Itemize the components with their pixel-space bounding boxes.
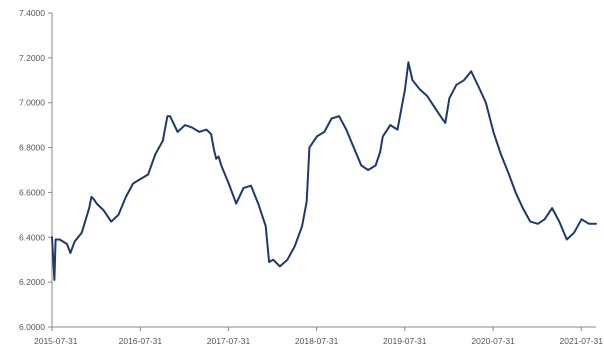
x-tick-label: 2018-07-31 (295, 336, 339, 346)
x-tick-label: 2020-07-31 (471, 336, 515, 346)
y-tick-label: 6.6000 (19, 187, 45, 197)
y-axis-ticks: 6.0000 6.2000 6.4000 6.6000 6.8000 7.0000 7.20… (19, 8, 52, 332)
y-tick-label: 6.0000 (19, 322, 45, 332)
series-line (51, 61, 597, 281)
y-tick-label: 6.4000 (19, 232, 45, 242)
x-tick-label: 2019-07-31 (383, 336, 427, 346)
y-tick-label: 7.4000 (19, 8, 45, 18)
y-tick-label: 6.2000 (19, 277, 45, 287)
y-tick-label: 7.0000 (19, 98, 45, 108)
x-axis-ticks: 2015-07-31 2016-07-31 2017-07-31 2018-07-31… (34, 327, 603, 346)
y-tick-label: 7.2000 (19, 53, 45, 63)
x-tick-label: 2015-07-31 (34, 336, 78, 346)
x-tick-label: 2021-07-31 (560, 336, 604, 346)
x-tick-label: 2017-07-31 (207, 336, 251, 346)
x-tick-label: 2016-07-31 (119, 336, 163, 346)
y-tick-label: 6.8000 (19, 143, 45, 153)
